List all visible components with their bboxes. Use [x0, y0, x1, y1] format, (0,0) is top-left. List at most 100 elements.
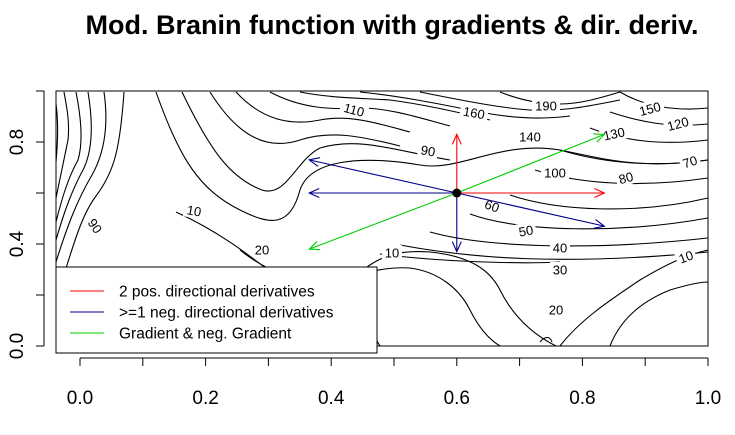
contour-labels: 10 10 10 20 20 30 40 50 60 70 80 90 90 100 110 120 130 14…: [83, 97, 702, 318]
contour-label-bg: [546, 302, 566, 317]
arrow-head: [307, 240, 321, 251]
arrow-grad: [307, 192, 457, 251]
arrow-head: [451, 241, 462, 253]
contour-label-bg: [634, 97, 666, 120]
contour-label-bg: [673, 246, 698, 267]
legend-label: 2 pos. directional derivatives: [119, 284, 315, 301]
arrow-grad: [456, 133, 606, 194]
contour-label: 120: [666, 114, 691, 134]
arrow-head: [451, 133, 462, 145]
arrow-shaft: [309, 159, 457, 194]
contour-label: 70: [681, 153, 699, 172]
arrow-neg: [307, 157, 457, 194]
contour-label-bg: [678, 151, 702, 172]
contour-label-bg: [598, 123, 630, 144]
contour-line: [55, 91, 70, 199]
chart-title: Mod. Branin function with gradients & di…: [85, 10, 698, 40]
contour-line: [55, 91, 92, 241]
contour-line: [235, 91, 411, 133]
contour-line: [469, 213, 709, 230]
contour-line: [155, 91, 709, 221]
arrow-head: [307, 188, 320, 198]
legend-box: [55, 266, 378, 354]
contour-label-bg: [182, 201, 206, 220]
arrow-shaft: [309, 192, 457, 250]
y-tick-label: 0.4: [7, 230, 28, 257]
contour-label: 30: [553, 263, 567, 278]
contour-line: [429, 231, 709, 247]
arrow-pos: [451, 133, 462, 193]
contour-label-bg: [550, 262, 570, 277]
contour-line: [55, 91, 107, 263]
x-tick-label: 0.2: [192, 388, 218, 409]
contour-line: [609, 281, 709, 347]
arrow-head: [307, 157, 321, 167]
arrow-pos: [456, 188, 606, 198]
contour-line: [539, 336, 553, 343]
arrow-head: [593, 219, 606, 229]
contour-label-bg: [550, 240, 570, 255]
contour-label: 110: [342, 100, 366, 120]
x-tick-label: 1.0: [695, 388, 721, 409]
contour-label: 40: [553, 241, 567, 256]
contour-label-bg: [458, 102, 490, 123]
contour-label: 10: [385, 246, 399, 261]
contour-line: [55, 91, 82, 223]
contour-label-bg: [514, 221, 538, 240]
arrow-neg: [456, 192, 606, 229]
contour-label: 10: [186, 202, 203, 219]
contour-line: [299, 91, 491, 121]
contour-line: [209, 91, 401, 147]
arrow-neg: [451, 193, 462, 253]
contour-label: 130: [602, 124, 626, 143]
arrow-shaft: [456, 192, 605, 227]
contour-line: [619, 91, 709, 110]
legend-label: Gradient & neg. Gradient: [119, 326, 292, 343]
arrow-neg: [307, 188, 457, 198]
arrow-head: [593, 133, 606, 143]
contour-label: 140: [519, 130, 541, 145]
x-axis: 0.0 0.2 0.4 0.6 0.8 1.0: [67, 357, 721, 409]
y-tick-label: 0.8: [7, 129, 28, 155]
y-axis: 0.0 0.4 0.8: [7, 90, 45, 359]
contour-label-bg: [662, 112, 694, 135]
contour-label: 10: [677, 247, 696, 266]
contour-label: 150: [638, 99, 663, 119]
contour-label-bg: [416, 141, 440, 160]
contour-label: 90: [85, 216, 106, 236]
x-tick-label: 0.4: [318, 388, 345, 409]
contour-line: [509, 194, 709, 210]
evaluation-point: [452, 188, 462, 198]
contour-label: 190: [535, 99, 557, 114]
contour-line: [379, 253, 561, 264]
contour-label: 160: [462, 104, 486, 123]
arrow-head: [594, 188, 606, 198]
contour-label-bg: [338, 98, 370, 121]
contour-line: [181, 91, 451, 192]
x-tick-label: 0.8: [569, 388, 595, 409]
x-tick-label: 0.6: [444, 388, 470, 409]
contour-label: 100: [544, 166, 566, 181]
contour-label-bg: [382, 245, 402, 260]
contour-label-bg: [83, 213, 108, 239]
x-tick-label: 0.0: [67, 388, 93, 409]
contour-label-bg: [516, 129, 544, 144]
contour-label: 90: [420, 142, 437, 159]
contour-label: 80: [617, 169, 635, 187]
contour-label-bg: [532, 98, 560, 113]
plot-frame: [55, 90, 709, 347]
contour-line: [609, 111, 709, 126]
contour-label: 20: [549, 303, 563, 318]
contour-line: [419, 91, 621, 111]
contour-label: 60: [483, 196, 502, 215]
contour-line: [399, 244, 709, 260]
contour-label-bg: [480, 195, 505, 216]
arrow-shaft: [456, 133, 605, 194]
contour-label: 20: [255, 243, 269, 258]
contour-label: 50: [518, 222, 535, 239]
legend: 2 pos. directional derivatives >=1 neg. d…: [55, 266, 378, 354]
arrows-group: [307, 133, 606, 253]
contour-label-bg: [614, 167, 638, 188]
contour-label-bg: [252, 242, 272, 257]
